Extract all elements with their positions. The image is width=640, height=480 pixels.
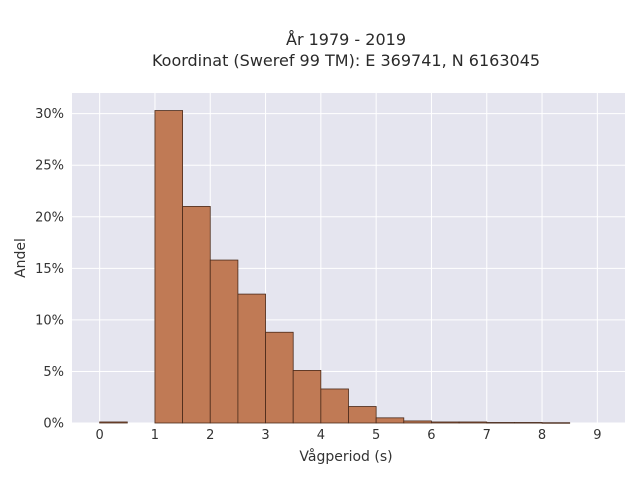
histogram-bar	[292, 370, 322, 424]
histogram-bar	[375, 417, 405, 424]
histogram-bar	[320, 388, 349, 424]
y-tick-label: 30%	[35, 107, 64, 122]
x-tick-label: 1	[151, 428, 159, 443]
bars	[99, 110, 571, 424]
x-tick-label: 0	[96, 428, 104, 443]
histogram-bar	[265, 331, 294, 424]
histogram-bar	[541, 422, 571, 424]
y-tick-label: 25%	[35, 159, 64, 174]
histogram-bar	[514, 422, 543, 424]
y-tick-label: 5%	[43, 365, 64, 380]
x-axis-title: Vågperiod (s)	[299, 448, 392, 465]
histogram-bar	[99, 421, 128, 424]
x-tick-label: 5	[372, 428, 380, 443]
y-tick-label: 0%	[43, 417, 64, 432]
y-tick-label: 10%	[35, 313, 64, 328]
x-tick-label: 3	[261, 428, 269, 443]
y-tick-label: 20%	[35, 210, 64, 225]
histogram-bar	[486, 422, 515, 424]
histogram-bar	[154, 110, 183, 424]
x-tick-label: 6	[427, 428, 435, 443]
histogram-bar	[458, 421, 488, 424]
histogram-bar	[182, 206, 211, 424]
y-axis-title: Andel	[13, 238, 29, 278]
histogram-bar	[348, 406, 377, 424]
histogram-bar	[431, 421, 460, 424]
chart-subtitle: Koordinat (Sweref 99 TM): E 369741, N 61…	[152, 51, 540, 70]
histogram-bar	[403, 420, 432, 424]
chart-title: År 1979 - 2019	[286, 30, 406, 49]
x-tick-label: 4	[317, 428, 325, 443]
x-tick-labels: 0 1 2 3 4 5 6 7 8 9	[96, 428, 602, 443]
x-tick-label: 2	[206, 428, 214, 443]
histogram-bar	[237, 293, 266, 424]
y-tick-label: 15%	[35, 262, 64, 277]
x-tick-label: 9	[593, 428, 601, 443]
x-tick-label: 8	[538, 428, 546, 443]
y-tick-labels: 0% 5% 10% 15% 20% 25% 30%	[35, 107, 64, 431]
histogram-bar	[209, 259, 239, 424]
x-tick-label: 7	[483, 428, 491, 443]
